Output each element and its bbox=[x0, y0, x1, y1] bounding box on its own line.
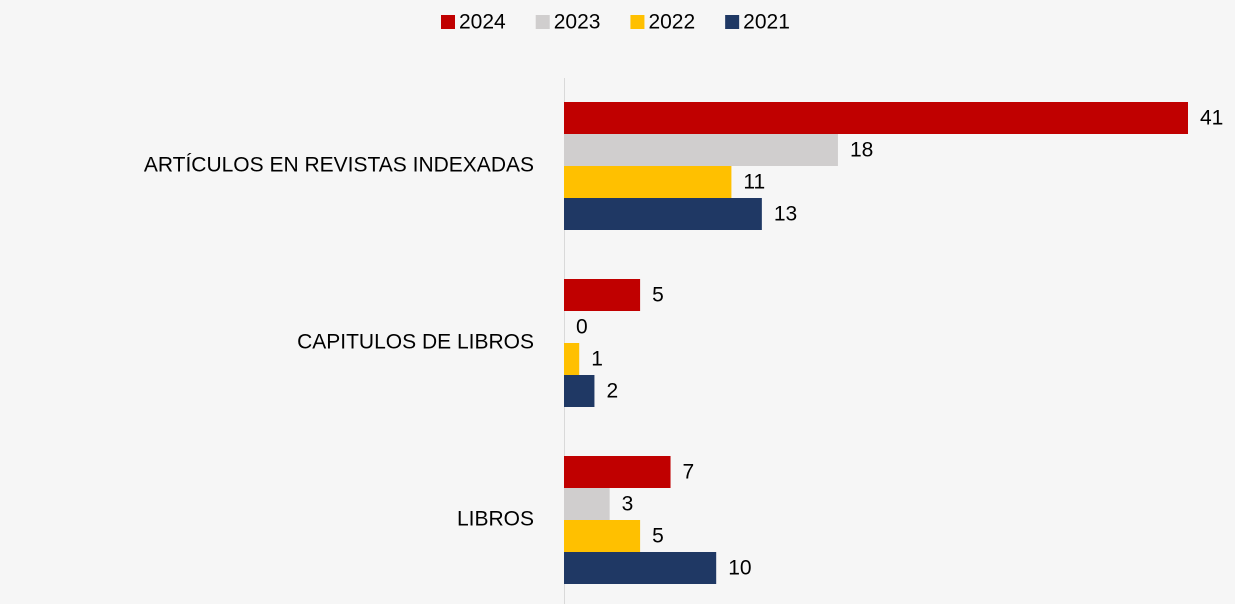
data-label: 18 bbox=[850, 139, 873, 162]
data-label: 2 bbox=[606, 380, 618, 403]
data-label: 10 bbox=[728, 557, 751, 580]
legend-swatch bbox=[630, 15, 645, 29]
data-label: 41 bbox=[1200, 107, 1223, 130]
data-label: 7 bbox=[683, 461, 695, 484]
legend-swatch bbox=[441, 15, 455, 29]
data-label: 11 bbox=[743, 171, 765, 194]
data-label: 13 bbox=[774, 203, 797, 226]
bar bbox=[564, 520, 641, 552]
legend-label: 2022 bbox=[648, 11, 695, 34]
legend-label: 2021 bbox=[743, 11, 790, 34]
bar bbox=[564, 166, 732, 198]
data-label: 5 bbox=[652, 525, 664, 548]
bar bbox=[564, 279, 641, 311]
bar bbox=[564, 552, 717, 584]
data-label: 5 bbox=[652, 284, 664, 307]
legend-label: 2024 bbox=[459, 11, 506, 34]
category-label: LIBROS bbox=[457, 508, 534, 531]
legend-swatch bbox=[535, 15, 550, 29]
bar bbox=[564, 375, 595, 407]
category-label: CAPITULOS DE LIBROS bbox=[297, 331, 534, 354]
bar bbox=[564, 456, 671, 488]
legend-label: 2023 bbox=[554, 11, 601, 34]
bar bbox=[564, 343, 580, 375]
data-label: 0 bbox=[576, 316, 588, 339]
bar bbox=[564, 198, 762, 230]
data-label: 3 bbox=[622, 493, 634, 516]
bar bbox=[564, 134, 838, 166]
data-label: 1 bbox=[591, 348, 603, 371]
legend-swatch bbox=[725, 15, 740, 29]
bar bbox=[564, 102, 1188, 134]
category-label: ARTÍCULOS EN REVISTAS INDEXADAS bbox=[144, 154, 534, 177]
bar bbox=[564, 488, 610, 520]
